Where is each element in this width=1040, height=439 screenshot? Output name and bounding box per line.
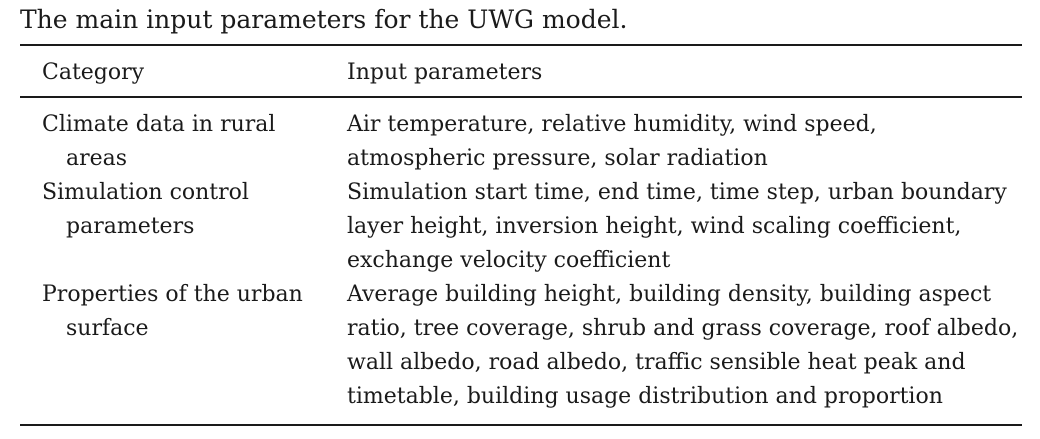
table-row: Simulation control parameters Simulation… [0,176,1040,278]
category-cell: Properties of the urban surface [42,282,303,341]
header-rule [20,96,1022,98]
top-rule [20,44,1022,46]
table-caption: The main input parameters for the UWG mo… [20,5,628,34]
category-cell: Climate data in rural areas [42,112,276,171]
header-category: Category [42,60,145,85]
table-row: Climate data in rural areas Air temperat… [0,108,1040,176]
table-body: Climate data in rural areas Air temperat… [0,108,1040,414]
parameters-cell: Air temperature, relative humidity, wind… [347,112,877,171]
bottom-rule [20,424,1022,426]
table-row: Properties of the urban surface Average … [0,278,1040,414]
category-cell: Simulation control parameters [42,180,249,239]
parameters-cell: Simulation start time, end time, time st… [347,180,1007,273]
header-input-parameters: Input parameters [347,60,543,85]
parameters-cell: Average building height, building densit… [347,282,1019,409]
